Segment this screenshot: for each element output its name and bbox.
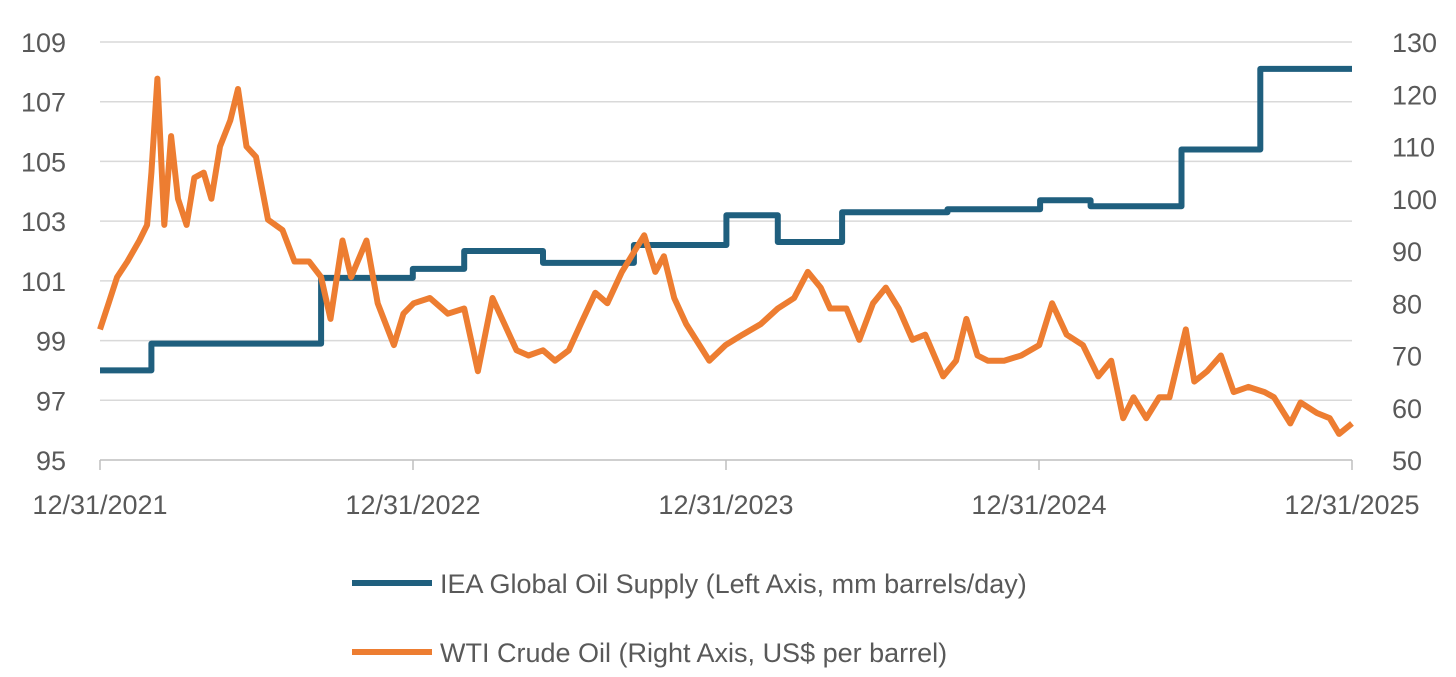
gridlines [100, 41, 1352, 402]
y-left-tick-label: 101 [21, 267, 66, 297]
y-axis-right: 50 60 70 80 90 100 110 120 130 [1392, 28, 1437, 476]
y-right-tick-label: 120 [1392, 80, 1437, 110]
x-tick-label: 12/31/2023 [658, 490, 793, 520]
y-left-tick-label: 95 [36, 446, 66, 476]
legend: IEA Global Oil Supply (Left Axis, mm bar… [352, 569, 1027, 668]
y-left-tick-label: 99 [36, 327, 66, 357]
plot-area [97, 65, 1354, 437]
y-right-tick-label: 60 [1392, 394, 1422, 424]
y-right-tick-label: 70 [1392, 342, 1422, 372]
x-tick-label: 12/31/2022 [345, 490, 480, 520]
y-right-tick-label: 100 [1392, 185, 1437, 215]
legend-label: WTI Crude Oil (Right Axis, US$ per barre… [440, 638, 947, 668]
x-tick-label: 12/31/2024 [971, 490, 1106, 520]
y-left-tick-label: 107 [21, 88, 66, 118]
legend-label: IEA Global Oil Supply (Left Axis, mm bar… [440, 569, 1027, 599]
x-tick-label: 12/31/2025 [1284, 490, 1419, 520]
y-right-tick-label: 80 [1392, 289, 1422, 319]
y-right-tick-label: 50 [1392, 446, 1422, 476]
supply-series-line [100, 65, 1352, 374]
y-right-tick-label: 130 [1392, 28, 1437, 58]
y-axis-left: 95 97 99 101 103 105 107 109 [21, 28, 66, 476]
y-left-tick-label: 103 [21, 207, 66, 237]
x-tick-label: 12/31/2021 [32, 490, 167, 520]
y-left-tick-label: 105 [21, 147, 66, 177]
y-left-tick-label: 109 [21, 28, 66, 58]
x-axis: 12/31/2021 12/31/2022 12/31/2023 12/31/2024… [32, 459, 1420, 520]
y-left-tick-label: 97 [36, 386, 66, 416]
y-right-tick-label: 110 [1392, 133, 1435, 163]
wti-series-line [97, 75, 1354, 437]
y-right-tick-label: 90 [1392, 237, 1422, 267]
